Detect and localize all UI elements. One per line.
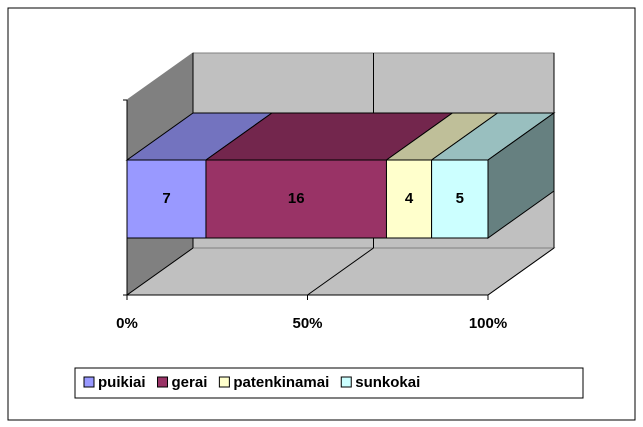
legend-label: sunkokai (355, 374, 420, 391)
x-tick-label: 50% (292, 315, 322, 332)
bar (385, 159, 433, 239)
legend-label: puikiai (98, 374, 146, 391)
data-label: 4 (405, 190, 414, 207)
legend-label: gerai (172, 374, 208, 391)
data-label: 5 (456, 190, 464, 207)
legend-swatch (340, 376, 352, 388)
legend-swatch (218, 376, 230, 388)
grid-line (487, 247, 555, 296)
data-label: 7 (162, 190, 170, 207)
x-tick-label: 0% (116, 315, 138, 332)
grid-line (126, 247, 194, 296)
bar (126, 159, 207, 239)
legend-label: patenkinamai (233, 374, 329, 391)
legend-swatch (83, 376, 95, 388)
data-label: 16 (288, 190, 305, 207)
legend-swatch (157, 376, 169, 388)
bar (431, 159, 489, 239)
x-tick-label: 100% (469, 315, 507, 332)
grid-line (307, 247, 374, 296)
